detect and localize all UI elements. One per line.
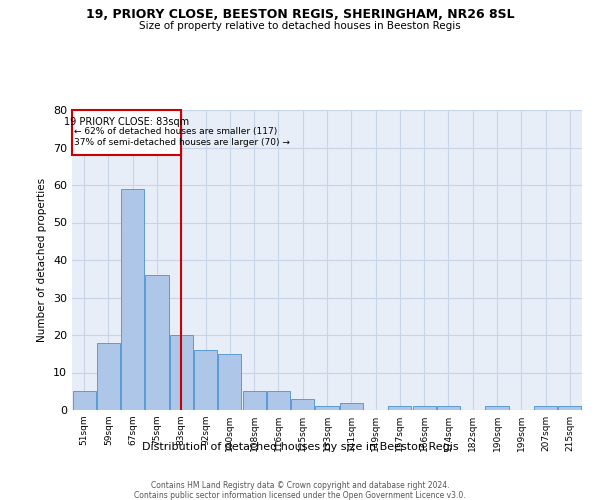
- Text: ← 62% of detached houses are smaller (117): ← 62% of detached houses are smaller (11…: [74, 127, 278, 136]
- Bar: [73, 391, 95, 410]
- Bar: [170, 335, 193, 410]
- Text: 37% of semi-detached houses are larger (70) →: 37% of semi-detached houses are larger (…: [74, 138, 290, 147]
- Y-axis label: Number of detached properties: Number of detached properties: [37, 178, 47, 342]
- Text: Contains HM Land Registry data © Crown copyright and database right 2024.: Contains HM Land Registry data © Crown c…: [151, 481, 449, 490]
- Bar: [97, 342, 120, 410]
- Bar: [242, 391, 266, 410]
- FancyBboxPatch shape: [72, 110, 181, 155]
- Bar: [559, 406, 581, 410]
- Bar: [194, 350, 217, 410]
- Bar: [413, 406, 436, 410]
- Bar: [218, 354, 241, 410]
- Bar: [291, 399, 314, 410]
- Text: 19, PRIORY CLOSE, BEESTON REGIS, SHERINGHAM, NR26 8SL: 19, PRIORY CLOSE, BEESTON REGIS, SHERING…: [86, 8, 514, 20]
- Bar: [437, 406, 460, 410]
- Bar: [267, 391, 290, 410]
- Bar: [388, 406, 412, 410]
- Bar: [485, 406, 509, 410]
- Text: Distribution of detached houses by size in Beeston Regis: Distribution of detached houses by size …: [142, 442, 458, 452]
- Text: Contains public sector information licensed under the Open Government Licence v3: Contains public sector information licen…: [134, 491, 466, 500]
- Text: Size of property relative to detached houses in Beeston Regis: Size of property relative to detached ho…: [139, 21, 461, 31]
- Text: 19 PRIORY CLOSE: 83sqm: 19 PRIORY CLOSE: 83sqm: [64, 116, 189, 126]
- Bar: [316, 406, 338, 410]
- Bar: [534, 406, 557, 410]
- Bar: [145, 275, 169, 410]
- Bar: [121, 188, 144, 410]
- Bar: [340, 402, 363, 410]
